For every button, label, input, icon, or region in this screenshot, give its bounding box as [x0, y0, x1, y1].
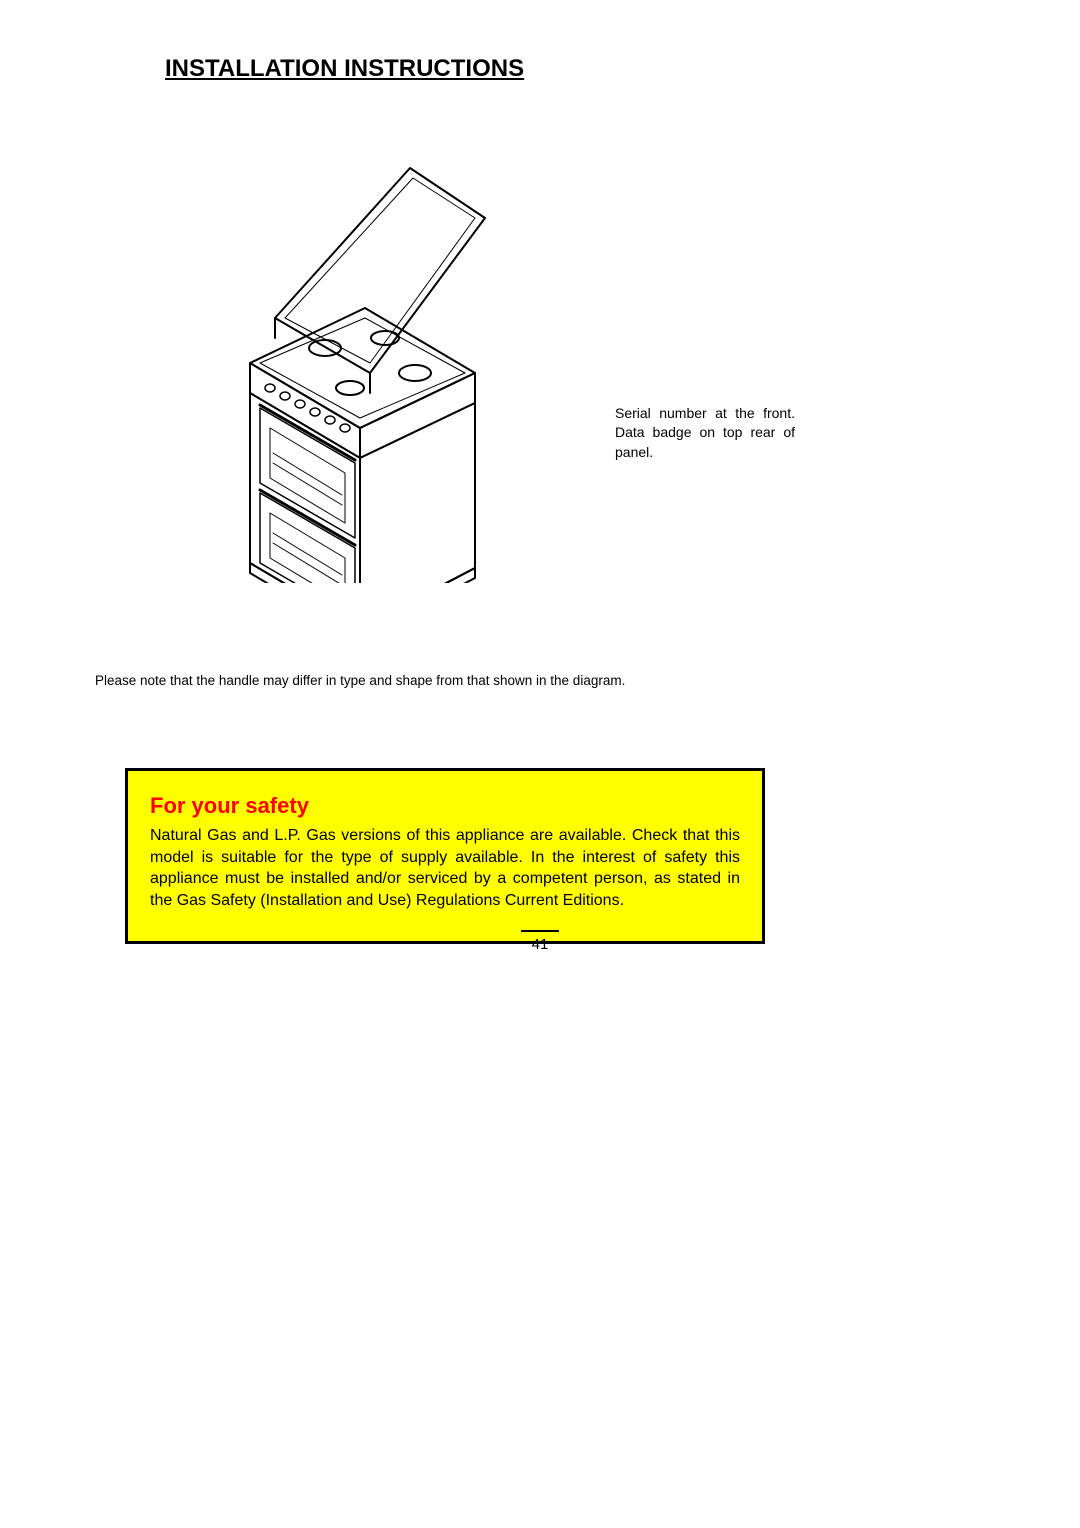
handle-note: Please note that the handle may differ i…: [95, 673, 915, 688]
cooker-illustration: [215, 163, 515, 583]
page-container: INSTALLATION INSTRUCTIONS: [165, 55, 915, 944]
illustration-caption: Serial number at the front. Data badge o…: [615, 404, 795, 463]
illustration-row: Serial number at the front. Data badge o…: [215, 163, 915, 583]
safety-heading: For your safety: [150, 793, 740, 819]
main-heading: INSTALLATION INSTRUCTIONS: [165, 55, 915, 83]
safety-box: For your safety Natural Gas and L.P. Gas…: [125, 768, 765, 944]
page-number-wrap: 41: [165, 930, 915, 953]
page-number: 41: [165, 936, 915, 953]
page-number-rule: [521, 930, 559, 932]
safety-body: Natural Gas and L.P. Gas versions of thi…: [150, 825, 740, 911]
